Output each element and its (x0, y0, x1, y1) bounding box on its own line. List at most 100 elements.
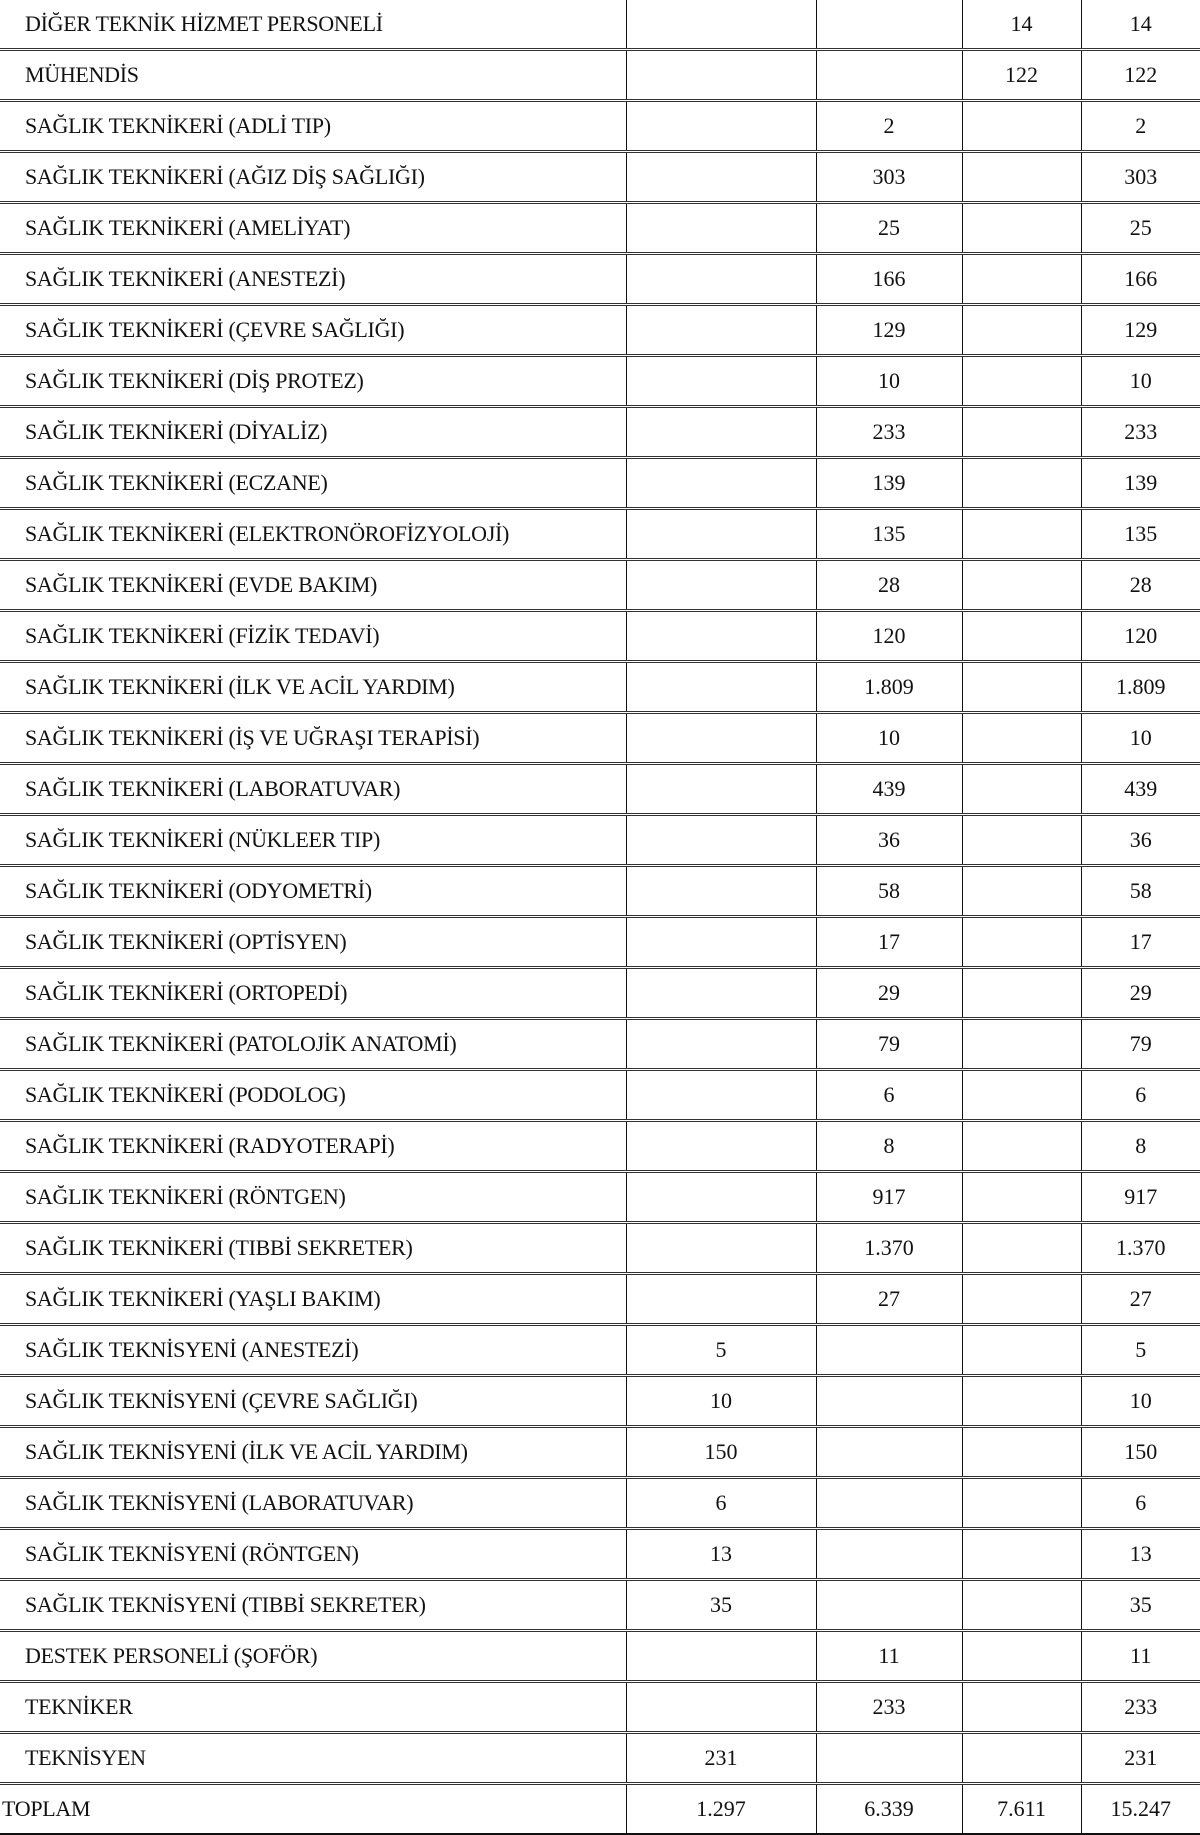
row-label: SAĞLIK TEKNİKERİ (RÖNTGEN) (0, 1171, 627, 1224)
row-total-cell: 25 (1081, 202, 1200, 255)
value-cell-c2 (816, 1375, 963, 1428)
row-total-cell: 13 (1081, 1528, 1200, 1581)
value-cell-c2: 303 (816, 151, 963, 204)
value-cell-c2: 135 (816, 508, 963, 561)
row-total-cell: 150 (1081, 1426, 1200, 1479)
value-cell-c2: 1.809 (816, 661, 963, 714)
value-cell-c1 (626, 661, 817, 714)
value-cell-c3 (962, 1324, 1082, 1377)
row-total-cell: 35 (1081, 1579, 1200, 1632)
value-cell-c2 (816, 1732, 963, 1785)
table-row: SAĞLIK TEKNİKERİ (NÜKLEER TIP) 36 36 (0, 814, 1200, 867)
row-label: SAĞLIK TEKNİKERİ (EVDE BAKIM) (0, 559, 627, 612)
row-total-cell: 36 (1081, 814, 1200, 867)
value-cell-c3 (962, 610, 1082, 663)
value-cell-c1 (626, 1069, 817, 1122)
row-total-cell: 439 (1081, 763, 1200, 816)
value-cell-c1 (626, 610, 817, 663)
row-label: SAĞLIK TEKNİKERİ (TIBBİ SEKRETER) (0, 1222, 627, 1275)
value-cell-c2 (816, 49, 963, 102)
value-cell-c1 (626, 202, 817, 255)
value-cell-c1 (626, 355, 817, 408)
value-cell-c2: 10 (816, 355, 963, 408)
row-total-cell: 120 (1081, 610, 1200, 663)
value-cell-c1: 35 (626, 1579, 817, 1632)
value-cell-c1 (626, 1273, 817, 1326)
table-row: SAĞLIK TEKNİKERİ (OPTİSYEN) 17 17 (0, 916, 1200, 969)
table-row: SAĞLIK TEKNİKERİ (FİZİK TEDAVİ) 120 120 (0, 610, 1200, 663)
row-label: SAĞLIK TEKNİKERİ (FİZİK TEDAVİ) (0, 610, 627, 663)
value-cell-c3: 7.611 (962, 1783, 1082, 1835)
row-total-cell: 79 (1081, 1018, 1200, 1071)
value-cell-c1 (626, 304, 817, 357)
value-cell-c1 (626, 967, 817, 1020)
value-cell-c2: 25 (816, 202, 963, 255)
row-total-cell: 303 (1081, 151, 1200, 204)
row-total-cell: 917 (1081, 1171, 1200, 1224)
table-row: TEKNİSYEN 231 231 (0, 1732, 1200, 1785)
table-row: SAĞLIK TEKNİKERİ (RADYOTERAPİ) 8 8 (0, 1120, 1200, 1173)
value-cell-c2: 139 (816, 457, 963, 510)
value-cell-c2: 27 (816, 1273, 963, 1326)
row-label: DİĞER TEKNİK HİZMET PERSONELİ (0, 0, 627, 51)
value-cell-c3 (962, 661, 1082, 714)
row-label: SAĞLIK TEKNİSYENİ (RÖNTGEN) (0, 1528, 627, 1581)
value-cell-c3 (962, 916, 1082, 969)
value-cell-c1 (626, 865, 817, 918)
value-cell-c2: 129 (816, 304, 963, 357)
row-label: SAĞLIK TEKNİKERİ (ODYOMETRİ) (0, 865, 627, 918)
table-row: TEKNİKER 233 233 (0, 1681, 1200, 1734)
row-label: SAĞLIK TEKNİKERİ (PATOLOJİK ANATOMİ) (0, 1018, 627, 1071)
value-cell-c2: 11 (816, 1630, 963, 1683)
value-cell-c3 (962, 355, 1082, 408)
row-total-cell: 233 (1081, 406, 1200, 459)
value-cell-c1: 1.297 (626, 1783, 817, 1835)
value-cell-c3 (962, 1426, 1082, 1479)
table-row: SAĞLIK TEKNİKERİ (İŞ VE UĞRAŞI TERAPİSİ)… (0, 712, 1200, 765)
table-row: DİĞER TEKNİK HİZMET PERSONELİ 14 14 (0, 0, 1200, 51)
value-cell-c3 (962, 1120, 1082, 1173)
value-cell-c3 (962, 253, 1082, 306)
table-row: SAĞLIK TEKNİKERİ (ÇEVRE SAĞLIĞI) 129 129 (0, 304, 1200, 357)
value-cell-c1 (626, 559, 817, 612)
row-label: SAĞLIK TEKNİKERİ (İLK VE ACİL YARDIM) (0, 661, 627, 714)
value-cell-c3 (962, 814, 1082, 867)
row-total-cell: 231 (1081, 1732, 1200, 1785)
row-label: TOPLAM (0, 1783, 627, 1835)
row-total-cell: 10 (1081, 1375, 1200, 1428)
row-label: SAĞLIK TEKNİKERİ (DİYALİZ) (0, 406, 627, 459)
row-total-cell: 10 (1081, 355, 1200, 408)
row-total-cell: 135 (1081, 508, 1200, 561)
value-cell-c2: 29 (816, 967, 963, 1020)
row-total-cell: 27 (1081, 1273, 1200, 1326)
row-total-cell: 29 (1081, 967, 1200, 1020)
value-cell-c1 (626, 151, 817, 204)
table-row: SAĞLIK TEKNİKERİ (İLK VE ACİL YARDIM) 1.8… (0, 661, 1200, 714)
value-cell-c1 (626, 100, 817, 153)
value-cell-c1 (626, 457, 817, 510)
value-cell-c3 (962, 457, 1082, 510)
row-label: SAĞLIK TEKNİKERİ (NÜKLEER TIP) (0, 814, 627, 867)
value-cell-c3 (962, 1732, 1082, 1785)
table-row: SAĞLIK TEKNİSYENİ (ÇEVRE SAĞLIĞI) 10 10 (0, 1375, 1200, 1428)
table-row: SAĞLIK TEKNİKERİ (EVDE BAKIM) 28 28 (0, 559, 1200, 612)
row-total-cell: 6 (1081, 1069, 1200, 1122)
table-row: SAĞLIK TEKNİKERİ (DİYALİZ) 233 233 (0, 406, 1200, 459)
row-total-cell: 166 (1081, 253, 1200, 306)
value-cell-c3 (962, 712, 1082, 765)
value-cell-c2: 233 (816, 1681, 963, 1734)
value-cell-c2 (816, 1579, 963, 1632)
value-cell-c2: 58 (816, 865, 963, 918)
row-total-cell: 1.809 (1081, 661, 1200, 714)
value-cell-c1 (626, 1018, 817, 1071)
table-row: SAĞLIK TEKNİKERİ (ORTOPEDİ) 29 29 (0, 967, 1200, 1020)
table-row: SAĞLIK TEKNİKERİ (DİŞ PROTEZ) 10 10 (0, 355, 1200, 408)
row-total-cell: 8 (1081, 1120, 1200, 1173)
row-label: SAĞLIK TEKNİKERİ (ANESTEZİ) (0, 253, 627, 306)
row-total-cell: 11 (1081, 1630, 1200, 1683)
value-cell-c2: 120 (816, 610, 963, 663)
row-label: SAĞLIK TEKNİKERİ (OPTİSYEN) (0, 916, 627, 969)
value-cell-c1 (626, 916, 817, 969)
row-label: SAĞLIK TEKNİKERİ (AĞIZ DİŞ SAĞLIĞI) (0, 151, 627, 204)
row-label: SAĞLIK TEKNİSYENİ (LABORATUVAR) (0, 1477, 627, 1530)
